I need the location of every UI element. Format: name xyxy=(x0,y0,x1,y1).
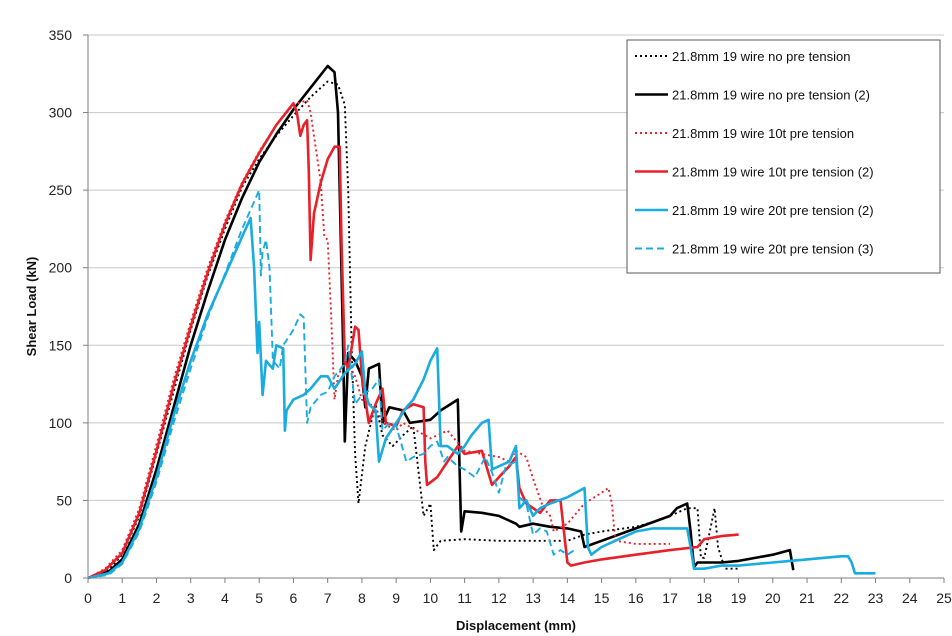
series-group xyxy=(87,64,876,580)
x-tick-label: 21 xyxy=(799,590,815,606)
x-tick-label: 8 xyxy=(358,590,366,606)
y-tick-label: 0 xyxy=(64,570,72,586)
x-tick-label: 18 xyxy=(697,590,713,606)
axes xyxy=(87,35,944,579)
y-tick-label: 150 xyxy=(49,337,73,353)
x-tick-label: 15 xyxy=(594,590,610,606)
tick-labels: 0 1 2 3 4 5 6 7 8 9 10 11 12 13 14 15 16 17 18 19 20 21 22 23 24… xyxy=(49,27,952,606)
x-tick-label: 12 xyxy=(491,590,507,606)
x-tick-label: 13 xyxy=(525,590,541,606)
y-tick-label: 350 xyxy=(49,27,73,43)
x-tick-label: 24 xyxy=(902,590,918,606)
y-tick-label: 300 xyxy=(49,105,73,121)
x-tick-label: 20 xyxy=(765,590,781,606)
legend: 21.8mm 19 wire no pre tension 21.8mm 19 w… xyxy=(626,39,941,274)
legend-label: 21.8mm 19 wire 20t pre tension (3) xyxy=(672,242,874,257)
series-line-1 xyxy=(87,80,739,579)
x-tick-label: 14 xyxy=(560,590,576,606)
y-tick-label: 100 xyxy=(49,415,73,431)
x-tick-label: 7 xyxy=(324,590,332,606)
x-tick-label: 19 xyxy=(731,590,747,606)
x-axis-label: Displacement (mm) xyxy=(456,618,576,633)
x-tick-label: 9 xyxy=(392,590,400,606)
legend-label: 21.8mm 19 wire no pre tension xyxy=(672,49,850,64)
legend-label: 21.8mm 19 wire 10t pre tension xyxy=(672,126,854,141)
x-tick-label: 4 xyxy=(221,590,229,606)
x-tick-label: 17 xyxy=(662,590,678,606)
legend-label: 21.8mm 19 wire 10t pre tension (2) xyxy=(672,165,874,180)
x-tick-label: 23 xyxy=(868,590,884,606)
x-tick-label: 11 xyxy=(457,590,472,606)
x-tick-label: 5 xyxy=(255,590,263,606)
y-tick-label: 200 xyxy=(49,260,73,276)
y-axis-label: Shear Load (kN) xyxy=(24,257,39,357)
x-tick-label: 0 xyxy=(84,590,92,606)
legend-box xyxy=(626,39,941,274)
x-tick-label: 22 xyxy=(833,590,849,606)
x-tick-label: 10 xyxy=(423,590,439,606)
y-tick-label: 250 xyxy=(49,182,73,198)
series-line-5 xyxy=(87,216,876,580)
x-tick-label: 3 xyxy=(187,590,195,606)
x-tick-label: 16 xyxy=(628,590,644,606)
x-tick-label: 6 xyxy=(290,590,298,606)
series-line-4 xyxy=(87,102,739,580)
y-tick-label: 50 xyxy=(56,492,72,508)
legend-label: 21.8mm 19 wire 20t pre tension (2) xyxy=(672,203,874,218)
x-tick-label: 2 xyxy=(153,590,161,606)
x-tick-label: 25 xyxy=(936,590,952,606)
x-tick-label: 1 xyxy=(118,590,126,606)
series-line-6 xyxy=(87,189,575,579)
legend-label: 21.8mm 19 wire no pre tension (2) xyxy=(672,88,870,103)
